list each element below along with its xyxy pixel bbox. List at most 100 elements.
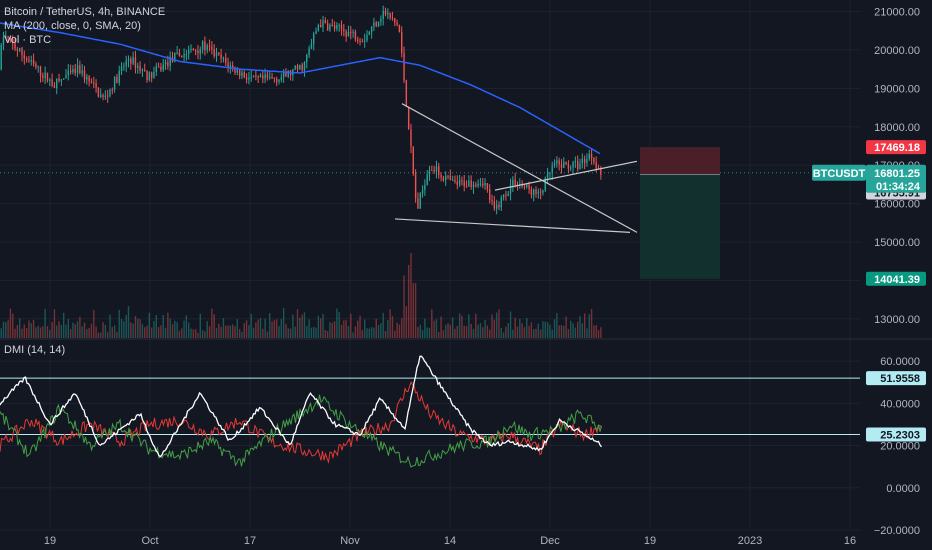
volume-bar [502, 332, 505, 338]
volume-bar [90, 323, 93, 338]
candle-body [190, 48, 192, 50]
candle-body [502, 194, 505, 198]
volume-bar [278, 326, 280, 338]
dmi-title[interactable]: DMI (14, 14) [4, 344, 66, 356]
volume-bar [347, 325, 350, 338]
position-tool[interactable] [640, 147, 720, 279]
candle-body [266, 74, 269, 78]
price-tick-label: 18000.00 [874, 122, 920, 134]
time-axis[interactable]: 19 Oct 17 Nov 14 Dec 19 2023 16 [44, 535, 856, 547]
candle-body [535, 189, 537, 194]
descending-trendline [401, 103, 638, 233]
candle-body [37, 66, 39, 68]
volume-bar [306, 326, 308, 338]
volume-bar [106, 331, 109, 338]
volume-bar [109, 314, 111, 338]
volume-bar [294, 326, 296, 338]
candle-body [69, 70, 72, 72]
price-axis[interactable]: 21000.0020000.0019000.0018000.0017000.00… [874, 7, 920, 537]
volume-bar [132, 323, 134, 338]
candle-body [14, 43, 16, 49]
volume-bar [461, 315, 463, 338]
candle-body [489, 189, 491, 201]
trendline-drawings[interactable] [394, 103, 638, 233]
dmi-level-tag: 25.2303 [880, 430, 920, 442]
volume-bar [252, 327, 255, 338]
volume-bar [560, 325, 563, 338]
time-tick-label: 14 [444, 535, 456, 547]
volume-bar [572, 323, 574, 338]
candle-body [375, 22, 377, 27]
candle-body [539, 191, 542, 193]
volume-bar [148, 312, 151, 338]
candle-body [25, 58, 28, 61]
candle-body [313, 34, 315, 44]
volume-bar [336, 308, 338, 338]
symbol-legend[interactable]: Bitcoin / TetherUS, 4h, BINANCE MA (200,… [4, 5, 165, 47]
volume-bar [512, 329, 514, 338]
candle-body [461, 180, 463, 182]
volume-bar [526, 317, 528, 338]
candle-body [16, 48, 19, 51]
volume-bar [544, 321, 546, 338]
price-tag-bg [866, 271, 926, 286]
volume-bar [162, 314, 164, 338]
volume-bar [329, 322, 331, 338]
volume-bar [259, 318, 262, 338]
candle-body [586, 158, 588, 164]
volume-legend[interactable]: Vol · BTC [4, 34, 52, 46]
candle-body [523, 186, 526, 188]
candle-body [252, 75, 255, 77]
candle-body [104, 95, 107, 98]
candle-body [257, 76, 259, 78]
candle-body [153, 71, 155, 78]
candle-body [445, 175, 447, 181]
dmi-legend[interactable]: DMI (14, 14) [4, 343, 65, 357]
volume-bar [174, 320, 176, 338]
volume-bar [521, 323, 523, 338]
volume-bar [428, 327, 431, 338]
candle-body [106, 95, 109, 97]
candle-body [366, 34, 368, 41]
volume-bar [72, 322, 74, 338]
volume-bar [60, 324, 63, 338]
volume-bar [183, 320, 185, 338]
ascending-trendline [494, 160, 638, 191]
volume-bar [463, 325, 465, 338]
candle-body [46, 72, 49, 81]
candle-body [125, 60, 127, 67]
candle-body [560, 164, 563, 168]
candle-body [333, 25, 336, 29]
candle-body [493, 201, 496, 209]
volume-bar [74, 324, 76, 338]
volume-bar [357, 320, 359, 338]
volume-bar [576, 321, 579, 338]
volume-bar [102, 322, 104, 338]
volume-bar [519, 318, 521, 338]
last-price-tag: 16801.25 [874, 168, 920, 180]
volume-bar [440, 316, 442, 338]
volume-bar [93, 309, 95, 338]
volume-bar [417, 327, 419, 338]
candle-body [451, 180, 454, 182]
candle-body [44, 72, 46, 78]
candle-body [0, 44, 2, 70]
candle-body [176, 52, 178, 54]
candle-body [454, 180, 456, 182]
volume-bar [394, 330, 396, 338]
volume-bar [42, 326, 44, 338]
dmi-level-tag-bg [866, 371, 926, 386]
symbol-title[interactable]: Bitcoin / TetherUS, 4h, BINANCE [4, 6, 166, 18]
time-tick-label: 19 [644, 535, 656, 547]
candle-body [470, 180, 472, 188]
ma-legend[interactable]: MA (200, close, 0, SMA, 20) [4, 20, 141, 32]
candle-body [484, 183, 486, 186]
candle-body [472, 184, 475, 188]
volume-bar [493, 319, 496, 338]
candle-body [310, 43, 313, 49]
volume-bar [495, 312, 498, 338]
candle-body [102, 94, 104, 98]
candle-body [74, 68, 76, 73]
